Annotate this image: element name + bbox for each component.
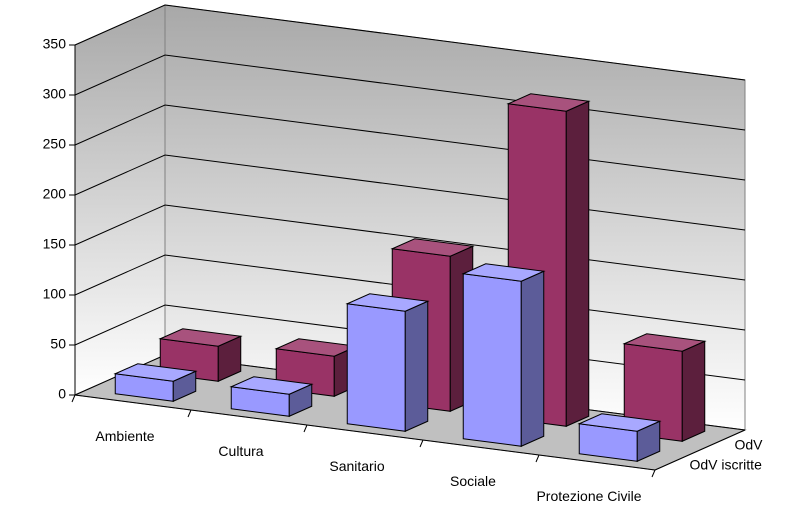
bar-front [346, 303, 406, 432]
bar-top [577, 413, 662, 432]
x-tick [187, 409, 192, 418]
bar [113, 363, 198, 403]
left-wall [74, 4, 166, 396]
x-tick-label: Protezione Civile [536, 488, 641, 504]
grid-line [74, 4, 746, 81]
x-tick [303, 424, 308, 433]
bar-top [113, 363, 198, 382]
depth-axis [654, 429, 746, 471]
bar [461, 263, 546, 448]
bar-top [461, 263, 546, 282]
y-tick-label: 0 [58, 386, 66, 402]
depth-tick-label: OdV iscritte [690, 457, 763, 473]
depth-tick-label: OdV [735, 437, 764, 453]
x-tick-label: Cultura [218, 443, 263, 459]
bar [577, 413, 662, 463]
bar-side [404, 300, 429, 433]
bar-top [390, 238, 475, 257]
bar-side [520, 270, 545, 448]
bar-side [565, 100, 590, 428]
y-tick-label: 200 [43, 186, 67, 202]
y-tick-label: 50 [50, 336, 66, 352]
bar-top [506, 93, 591, 112]
y-tick-label: 350 [43, 36, 67, 52]
bar-side [681, 340, 706, 443]
bar [622, 333, 707, 443]
bar-top [229, 376, 314, 395]
x-tick [535, 454, 540, 463]
bar-top [345, 293, 430, 312]
x-tick-label: Ambiente [95, 428, 154, 444]
x-tick-label: Sociale [450, 473, 496, 489]
x-tick [71, 394, 76, 403]
bar [345, 293, 430, 433]
y-tick-label: 150 [43, 236, 67, 252]
y-tick-label: 300 [43, 86, 67, 102]
bar-top [158, 328, 243, 347]
y-tick-label: 250 [43, 136, 67, 152]
x-axis [74, 394, 656, 471]
bar-top [622, 333, 707, 352]
x-tick [651, 469, 656, 478]
y-tick-label: 100 [43, 286, 67, 302]
bar-front [462, 273, 522, 447]
x-tick-label: Sanitario [329, 458, 384, 474]
bar [229, 376, 314, 418]
x-tick [419, 439, 424, 448]
